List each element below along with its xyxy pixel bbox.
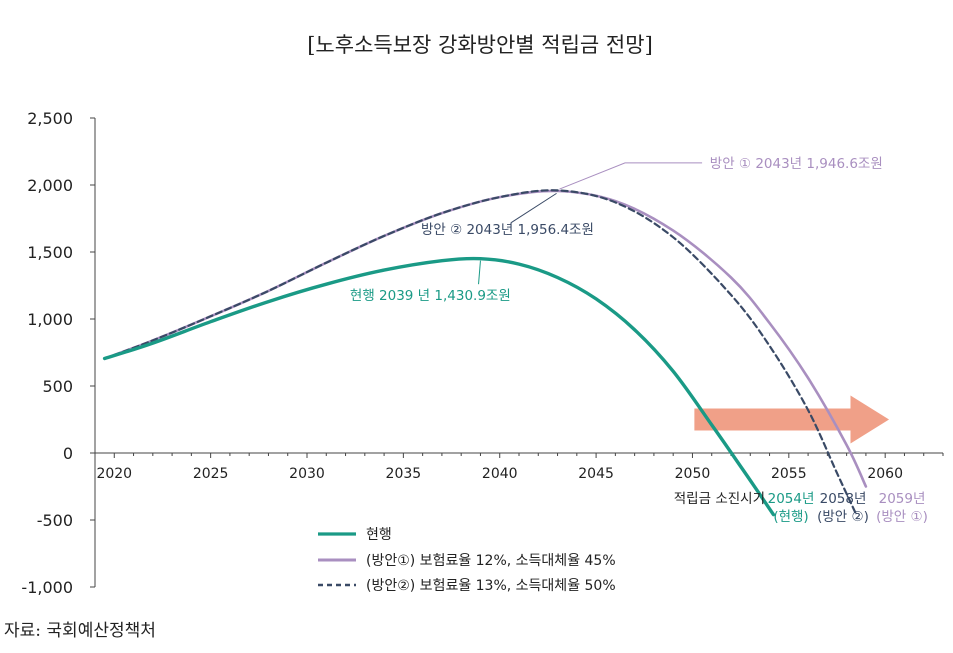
x-tick-label: 2020 xyxy=(96,466,132,482)
source-note: 자료: 국회예산정책처 xyxy=(4,621,156,641)
y-tick-label: 2,000 xyxy=(27,176,73,195)
depletion-name: (현행) xyxy=(773,509,808,525)
y-tick-label: 2,500 xyxy=(27,109,73,128)
y-tick-label: 500 xyxy=(42,377,73,396)
x-tick-label: 2035 xyxy=(386,466,422,482)
depletion-name: (방안 ①) xyxy=(876,509,928,525)
x-tick-label: 2040 xyxy=(482,466,518,482)
x-tick-label: 2025 xyxy=(193,466,229,482)
annotation-option2: 방안 ② 2043년 1,956.4조원 xyxy=(421,222,594,238)
y-tick-label: -1,000 xyxy=(21,578,73,597)
chart-title: [노후소득보장 강화방안별 적립금 전망] xyxy=(307,33,653,57)
depletion-arrow-shape xyxy=(694,395,890,444)
legend-item-current-label: 현행 xyxy=(366,527,392,543)
x-tick-label: 2055 xyxy=(771,466,807,482)
x-tick-label: 2045 xyxy=(578,466,614,482)
y-tick-label: 1,500 xyxy=(27,243,73,262)
depletion-year: 2058년 xyxy=(820,491,867,507)
legend: 현행 (방안①) 보험료율 12%, 소득대체율 45% (방안②) 보험료율 13… xyxy=(318,527,616,594)
depletion-name: (방안 ②) xyxy=(817,509,869,525)
y-tick-label: 0 xyxy=(63,444,73,463)
y-tick-label: 1,000 xyxy=(27,310,73,329)
legend-item-option2-label: (방안②) 보험료율 13%, 소득대체율 50% xyxy=(366,578,616,594)
y-tick-label: -500 xyxy=(37,511,73,530)
series-line-option2 xyxy=(103,189,858,516)
depletion-year: 2054년 xyxy=(768,491,815,507)
annotation-leader-current xyxy=(478,260,481,285)
annotation-leader-option1 xyxy=(559,162,703,190)
depletion-prefix: 적립금 소진시기 xyxy=(674,491,765,507)
series-line-current xyxy=(102,256,776,517)
x-tick-label: 2050 xyxy=(675,466,711,482)
depletion-labels: 적립금 소진시기 2054년 (현행) 2058년 (방안 ②) 2059년 (방안 ①) xyxy=(674,491,928,525)
x-tick-label: 2060 xyxy=(867,466,903,482)
depletion-arrow xyxy=(694,395,890,444)
x-tick-label: 2030 xyxy=(289,466,325,482)
annotation-current: 현행 2039 년 1,430.9조원 xyxy=(350,288,511,304)
axes: 2,500 2,000 1,500 1,000 500 0 -500 -1,000 2020 20… xyxy=(21,109,944,597)
legend-item-option1-label: (방안①) 보험료율 12%, 소득대체율 45% xyxy=(366,553,616,569)
annotation-option1: 방안 ① 2043년 1,946.6조원 xyxy=(710,156,883,172)
annotation-leader-option2 xyxy=(511,192,557,223)
depletion-year: 2059년 xyxy=(879,491,926,507)
series-lines xyxy=(102,189,868,517)
